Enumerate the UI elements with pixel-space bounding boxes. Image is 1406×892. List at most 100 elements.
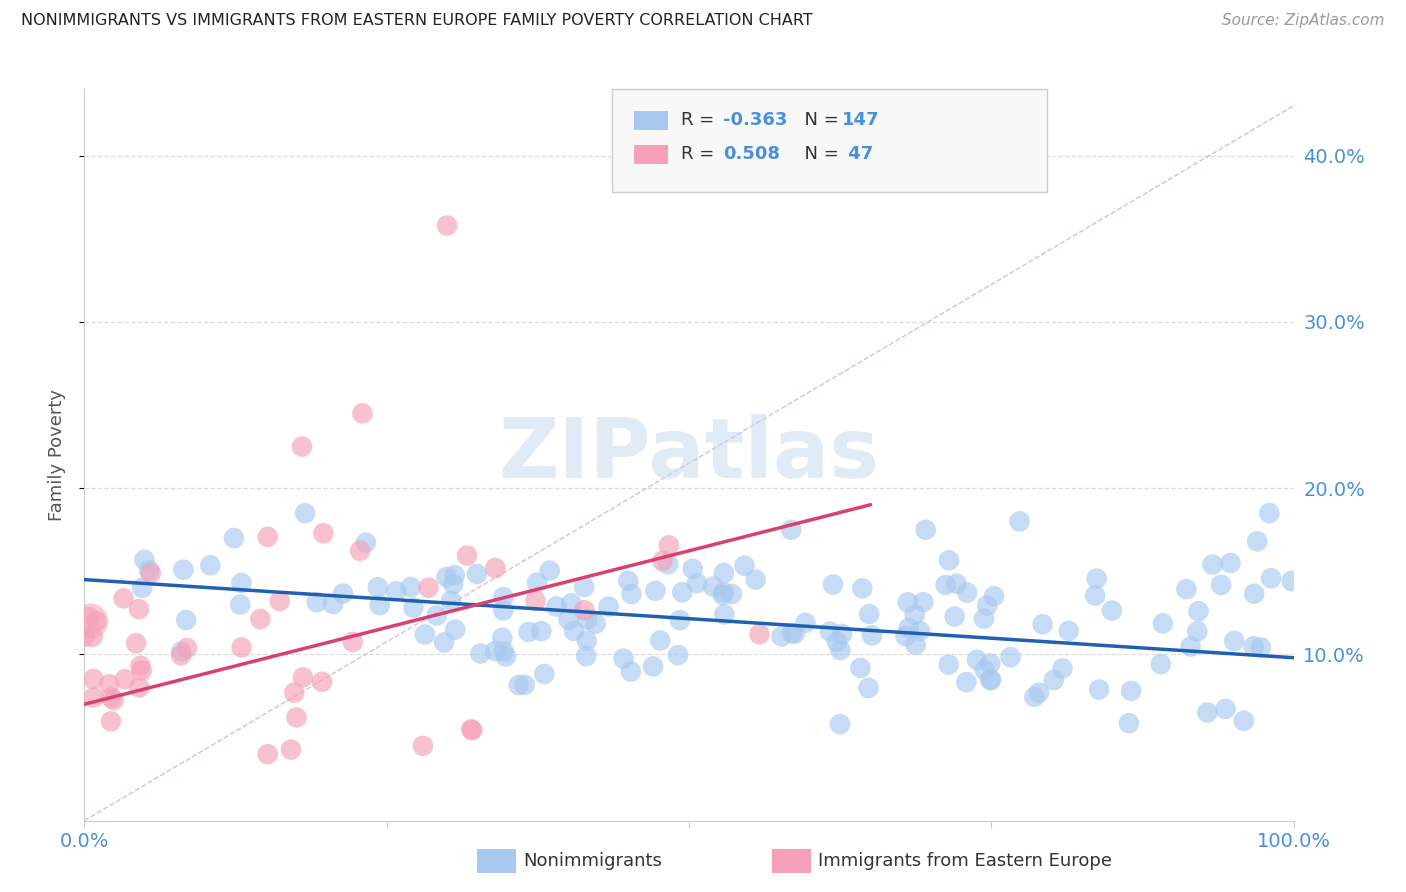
- Point: [332, 586, 354, 600]
- Y-axis label: Family Poverty: Family Poverty: [48, 389, 66, 521]
- Point: [131, 664, 153, 678]
- Point: [980, 673, 1002, 687]
- Point: [938, 553, 960, 567]
- Point: [1219, 556, 1241, 570]
- Point: [1085, 572, 1108, 586]
- Point: [1000, 650, 1022, 665]
- Point: [1201, 558, 1223, 572]
- Point: [721, 587, 744, 601]
- Point: [576, 613, 599, 627]
- Point: [174, 613, 197, 627]
- Point: [82, 690, 104, 705]
- Text: R =: R =: [681, 112, 720, 129]
- Point: [79, 614, 101, 628]
- Point: [292, 670, 315, 684]
- Point: [831, 627, 853, 641]
- Point: [1197, 706, 1219, 720]
- Point: [1024, 690, 1046, 704]
- Point: [702, 580, 724, 594]
- Point: [129, 658, 152, 673]
- Point: [617, 574, 640, 588]
- Point: [560, 596, 582, 610]
- Point: [526, 575, 548, 590]
- Point: [748, 627, 770, 641]
- Point: [444, 623, 467, 637]
- Point: [1233, 714, 1256, 728]
- Point: [1211, 578, 1233, 592]
- Text: Source: ZipAtlas.com: Source: ZipAtlas.com: [1222, 13, 1385, 29]
- Point: [980, 673, 1002, 687]
- Point: [1175, 582, 1198, 596]
- Point: [1187, 624, 1209, 639]
- Point: [98, 677, 121, 691]
- Point: [904, 638, 927, 652]
- Point: [1052, 661, 1074, 675]
- Point: [575, 633, 598, 648]
- Point: [385, 584, 408, 599]
- Point: [914, 523, 936, 537]
- Point: [256, 747, 278, 761]
- Point: [711, 588, 734, 602]
- Point: [908, 624, 931, 638]
- Point: [426, 608, 449, 623]
- Point: [231, 576, 253, 591]
- Point: [713, 585, 735, 599]
- Point: [825, 635, 848, 649]
- Point: [249, 612, 271, 626]
- Point: [671, 585, 693, 599]
- Point: [456, 549, 478, 563]
- Point: [851, 582, 873, 596]
- Point: [860, 628, 883, 642]
- Point: [440, 594, 463, 608]
- Point: [128, 681, 150, 695]
- Point: [650, 633, 672, 648]
- Point: [1101, 603, 1123, 617]
- Point: [557, 613, 579, 627]
- Point: [352, 406, 374, 420]
- Point: [495, 649, 517, 664]
- Point: [200, 558, 222, 573]
- Point: [658, 538, 681, 552]
- Point: [413, 627, 436, 641]
- Point: [86, 614, 108, 628]
- Point: [1084, 589, 1107, 603]
- Point: [134, 553, 156, 567]
- Point: [138, 563, 160, 577]
- Point: [128, 602, 150, 616]
- Point: [1250, 640, 1272, 655]
- Point: [575, 648, 598, 663]
- Point: [912, 595, 935, 609]
- Point: [283, 685, 305, 699]
- Point: [770, 630, 793, 644]
- Point: [294, 506, 316, 520]
- Point: [574, 603, 596, 617]
- Point: [1057, 624, 1080, 638]
- Point: [612, 651, 634, 665]
- Point: [830, 643, 852, 657]
- Point: [170, 644, 193, 658]
- Point: [513, 678, 536, 692]
- Point: [322, 597, 344, 611]
- Point: [269, 594, 291, 608]
- Point: [256, 530, 278, 544]
- Point: [172, 563, 194, 577]
- Point: [492, 644, 515, 658]
- Point: [311, 674, 333, 689]
- Point: [460, 723, 482, 737]
- Text: 47: 47: [842, 145, 873, 163]
- Point: [229, 598, 252, 612]
- Text: NONIMMIGRANTS VS IMMIGRANTS FROM EASTERN EUROPE FAMILY POVERTY CORRELATION CHART: NONIMMIGRANTS VS IMMIGRANTS FROM EASTERN…: [21, 13, 813, 29]
- Point: [484, 561, 506, 575]
- Point: [1260, 571, 1282, 585]
- Point: [1152, 616, 1174, 631]
- Point: [1243, 587, 1265, 601]
- Text: N =: N =: [793, 112, 845, 129]
- Point: [1180, 640, 1202, 654]
- Point: [491, 631, 513, 645]
- Point: [943, 609, 966, 624]
- Point: [828, 717, 851, 731]
- Point: [131, 581, 153, 595]
- Point: [1028, 686, 1050, 700]
- Point: [114, 672, 136, 686]
- Point: [312, 526, 335, 541]
